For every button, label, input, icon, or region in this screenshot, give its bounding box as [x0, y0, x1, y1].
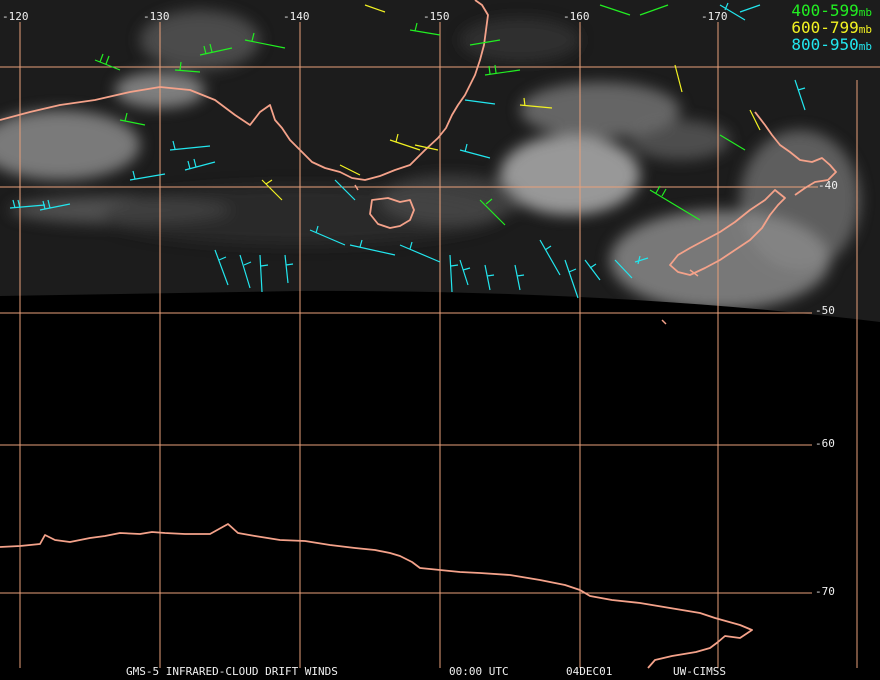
coast-australia [0, 0, 489, 181]
caption-product: GMS-5 INFRARED-CLOUD DRIFT WINDS [126, 665, 338, 678]
lat-label-70: -70 [815, 585, 835, 598]
legend-800-950: 800-950mb [791, 36, 872, 55]
graticule [0, 22, 880, 668]
legend-600-799: 600-799mb [791, 19, 872, 38]
legend-range: 800-950 [791, 35, 859, 54]
lat-label-50: -50 [815, 304, 835, 317]
legend-range: 400-599 [791, 1, 859, 20]
lon-label-120: -120 [2, 10, 29, 23]
lon-label-160: -160 [563, 10, 590, 23]
coast-antarctica [0, 523, 753, 669]
lat-label-60: -60 [815, 437, 835, 450]
coast-tasmania [369, 197, 415, 229]
coast-new-zealand-south [669, 189, 786, 276]
wind-barbs-800-950mb [9, 2, 806, 299]
islands [354, 184, 699, 325]
legend-range: 600-799 [791, 18, 859, 37]
wind-barbs-400-599mb [94, 4, 746, 226]
wind-barbs-600-799mb [261, 4, 761, 201]
legend-unit: mb [858, 6, 872, 19]
caption-source: UW-CIMSS [673, 665, 726, 678]
coast-new-zealand-north [754, 111, 837, 196]
lat-label-40: -40 [818, 179, 838, 192]
lon-label-140: -140 [283, 10, 310, 23]
legend-unit: mb [858, 23, 872, 36]
lon-label-170: -170 [701, 10, 728, 23]
lon-label-150: -150 [423, 10, 450, 23]
caption-date: 04DEC01 [566, 665, 613, 678]
lon-label-130: -130 [143, 10, 170, 23]
legend-400-599: 400-599mb [791, 2, 872, 21]
caption-time: 00:00 UTC [449, 665, 509, 678]
legend-unit: mb [858, 40, 872, 53]
coastlines [0, 0, 837, 669]
